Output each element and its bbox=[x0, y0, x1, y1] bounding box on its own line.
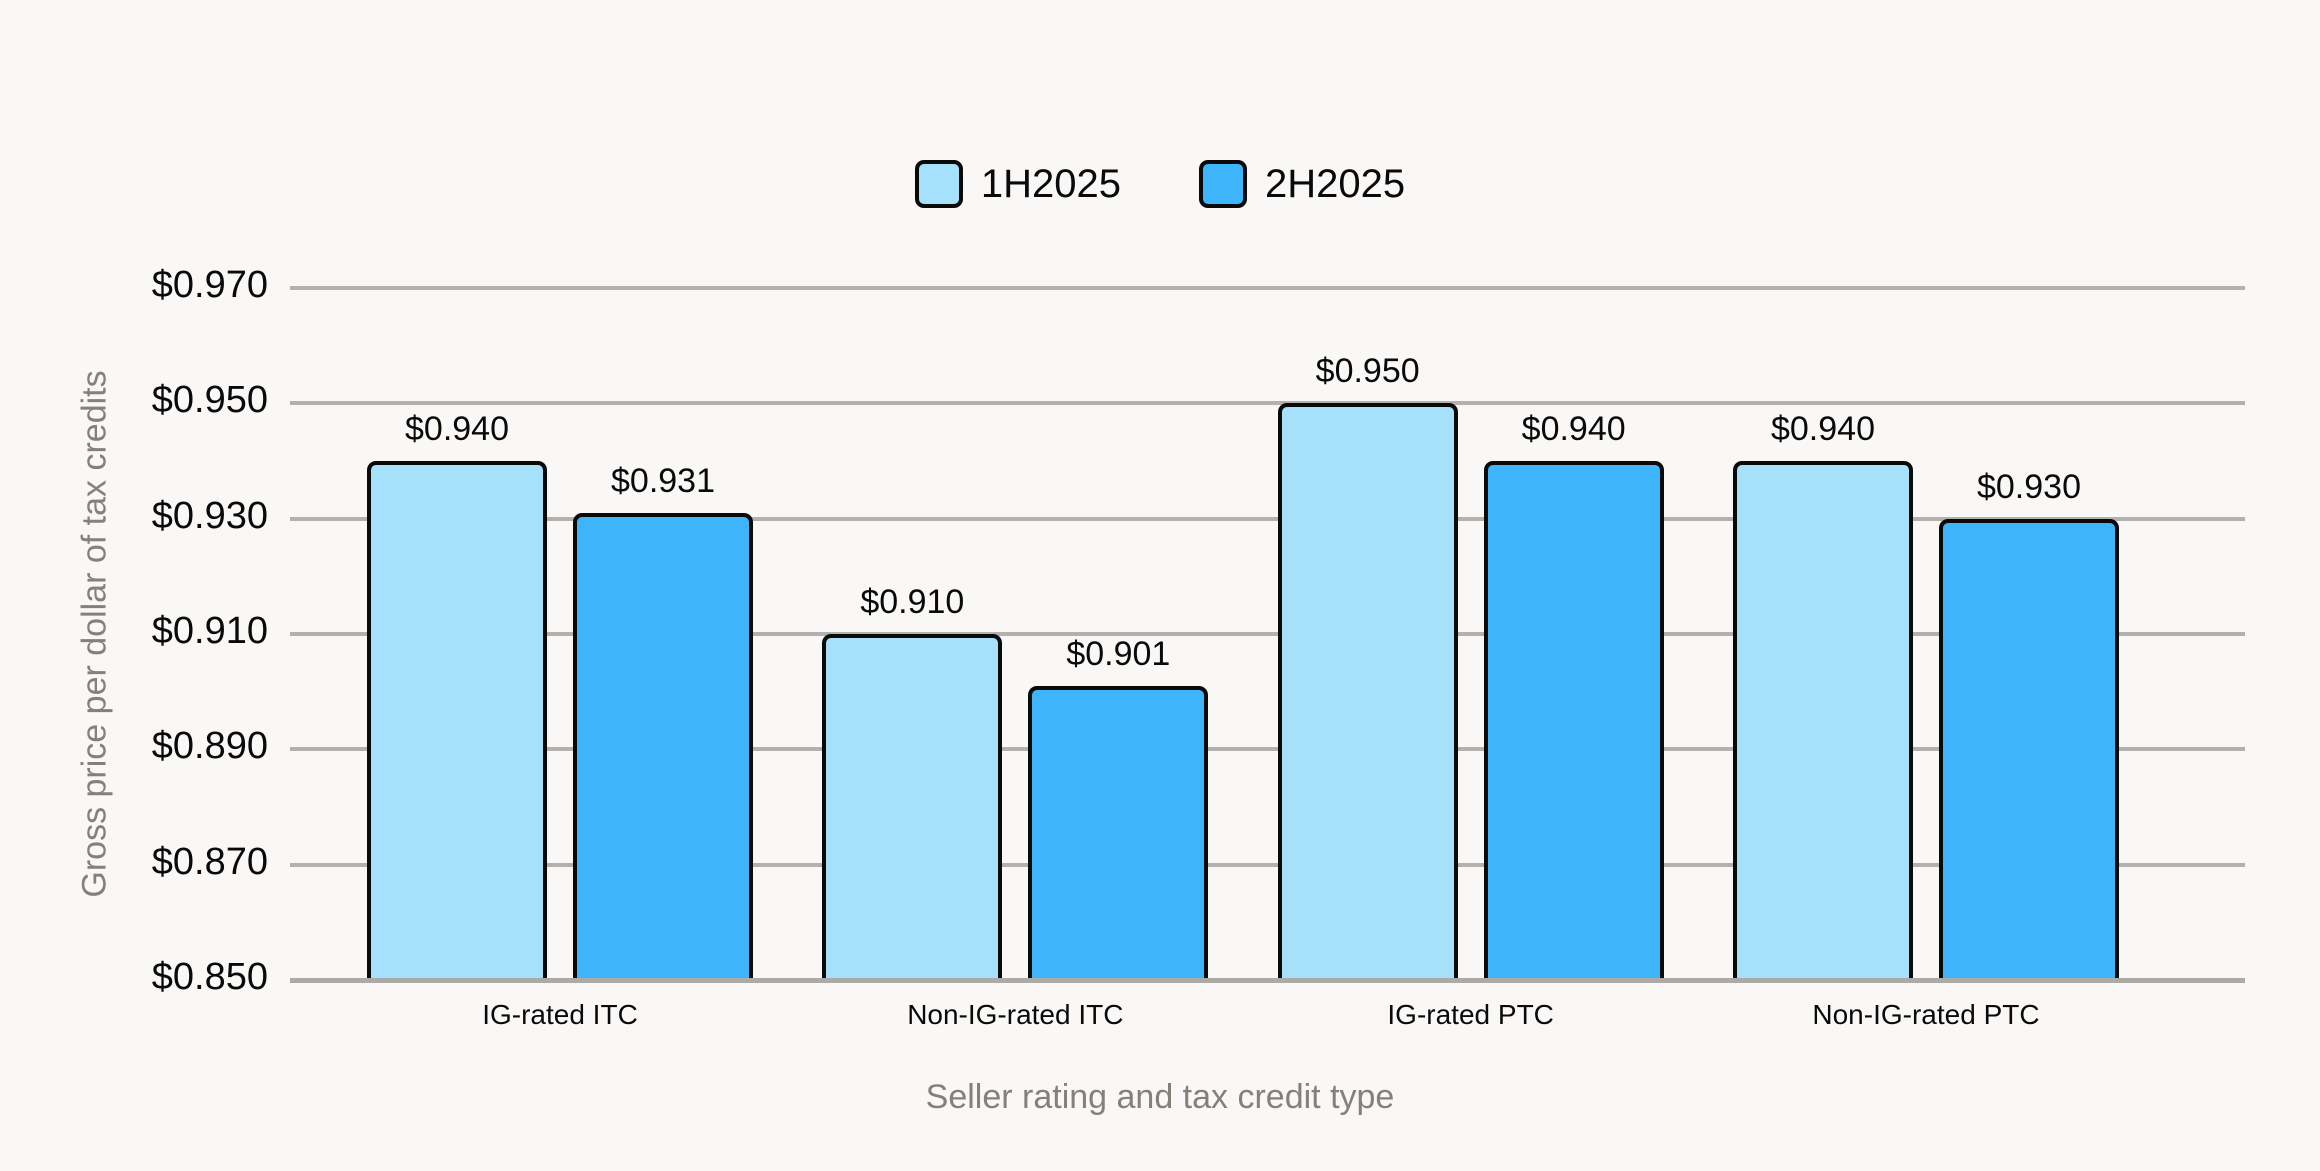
bar-1h2025-0 bbox=[367, 461, 547, 978]
bar-value-label: $0.910 bbox=[860, 583, 965, 621]
bar-value-label: $0.931 bbox=[611, 461, 715, 500]
y-axis-title: Gross price per dollar of tax credits bbox=[75, 370, 114, 898]
legend-label-1h2025: 1H2025 bbox=[980, 161, 1121, 206]
gridline bbox=[290, 286, 2245, 290]
bar-2h2025-1 bbox=[1028, 685, 1209, 978]
y-tick-label: $0.930 bbox=[151, 494, 268, 537]
legend-item-2h2025: 2H2025 bbox=[1199, 160, 1405, 208]
bar-value-label: $0.940 bbox=[1770, 410, 1875, 448]
legend-swatch-1h2025 bbox=[914, 160, 963, 208]
y-tick-label: $0.850 bbox=[151, 956, 268, 998]
x-category-label: IG-rated ITC bbox=[482, 999, 638, 1030]
y-tick-label: $0.950 bbox=[151, 379, 268, 422]
bar-1h2025-3 bbox=[1732, 461, 1913, 978]
x-category-label: Non-IG-rated PTC bbox=[1812, 999, 2040, 1030]
gridline bbox=[290, 862, 2245, 867]
y-tick-label: $0.890 bbox=[151, 725, 268, 768]
x-category-label: IG-rated PTC bbox=[1387, 999, 1554, 1030]
y-tick-label: $0.910 bbox=[151, 610, 268, 652]
x-axis-title: Seller rating and tax credit type bbox=[925, 1078, 1395, 1116]
x-axis-line bbox=[290, 978, 2245, 983]
bar-2h2025-3 bbox=[1938, 518, 2119, 978]
legend-label-2h2025: 2H2025 bbox=[1265, 161, 1406, 206]
bar-value-label: $0.940 bbox=[1521, 410, 1626, 448]
y-tick-label: $0.870 bbox=[151, 840, 268, 883]
gridline bbox=[290, 401, 2245, 406]
legend-swatch-2h2025 bbox=[1199, 160, 1247, 208]
gridline bbox=[290, 747, 2245, 752]
y-tick-label: $0.970 bbox=[151, 264, 268, 306]
bar-value-label: $0.901 bbox=[1066, 634, 1171, 673]
bar-1h2025-1 bbox=[822, 634, 1003, 978]
bar-value-label: $0.950 bbox=[1315, 352, 1420, 391]
bar-value-label: $0.940 bbox=[405, 410, 509, 448]
bar-2h2025-0 bbox=[573, 512, 753, 978]
chart-legend: 1H2025 2H2025 bbox=[0, 160, 2320, 208]
gridline bbox=[290, 632, 2245, 636]
bar-2h2025-2 bbox=[1483, 461, 1664, 978]
x-category-label: Non-IG-rated ITC bbox=[907, 999, 1124, 1030]
gridline bbox=[290, 516, 2245, 521]
legend-item-1h2025: 1H2025 bbox=[914, 160, 1121, 208]
bar-1h2025-2 bbox=[1277, 403, 1458, 978]
bar-value-label: $0.930 bbox=[1976, 467, 2081, 506]
